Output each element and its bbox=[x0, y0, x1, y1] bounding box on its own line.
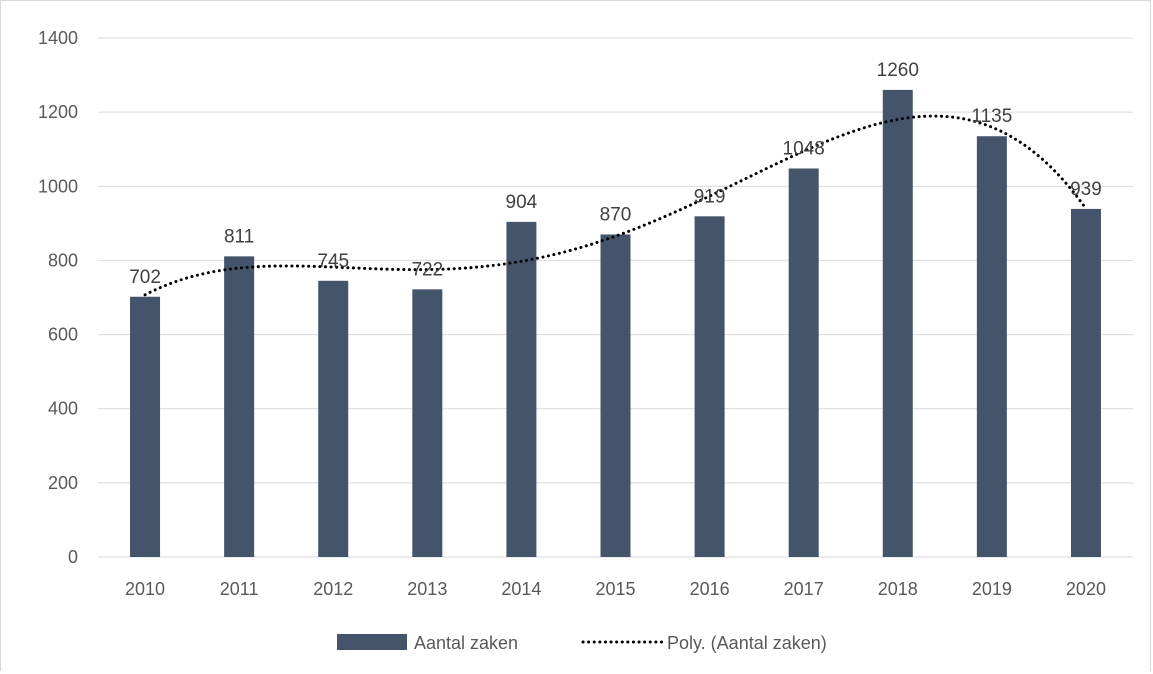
data-label: 919 bbox=[694, 186, 726, 207]
data-labels: 702 811 745 722 904 870 919 1048 1260 1135 939 bbox=[129, 60, 1102, 288]
bar bbox=[224, 256, 255, 557]
y-tick-label: 800 bbox=[48, 250, 78, 270]
y-tick-label: 1200 bbox=[38, 102, 78, 122]
data-label: 1260 bbox=[877, 60, 919, 81]
y-tick-label: 0 bbox=[68, 547, 78, 567]
y-tick-label: 400 bbox=[48, 399, 78, 419]
x-tick-label: 2012 bbox=[313, 579, 353, 599]
x-tick-label: 2011 bbox=[220, 579, 259, 599]
bar bbox=[1070, 208, 1101, 557]
x-tick-label: 2010 bbox=[125, 579, 165, 599]
y-tick-label: 600 bbox=[48, 325, 78, 345]
bars bbox=[130, 89, 1101, 558]
data-label: 811 bbox=[224, 226, 254, 247]
bar bbox=[318, 280, 349, 557]
data-label: 745 bbox=[317, 251, 349, 272]
bar bbox=[788, 168, 819, 557]
legend-trend-label: Poly. (Aantal zaken) bbox=[667, 633, 827, 653]
bar bbox=[600, 234, 631, 557]
x-tick-label: 2016 bbox=[690, 579, 730, 599]
bar bbox=[412, 289, 443, 557]
bar bbox=[976, 136, 1007, 557]
data-label: 939 bbox=[1070, 179, 1102, 200]
legend: Aantal zaken Poly. (Aantal zaken) bbox=[337, 633, 827, 653]
y-axis: 0 200 400 600 800 1000 1200 1400 bbox=[38, 28, 78, 567]
data-label: 904 bbox=[506, 192, 538, 213]
x-tick-label: 2015 bbox=[595, 579, 635, 599]
y-tick-label: 1400 bbox=[38, 28, 78, 48]
legend-bar-label: Aantal zaken bbox=[414, 633, 518, 653]
legend-bar-swatch bbox=[337, 634, 407, 650]
data-label: 702 bbox=[129, 267, 161, 288]
bar bbox=[506, 221, 537, 558]
trendline-path bbox=[143, 114, 1088, 297]
x-tick-label: 2018 bbox=[878, 579, 918, 599]
x-tick-label: 2017 bbox=[784, 579, 824, 599]
x-tick-label: 2013 bbox=[407, 579, 447, 599]
x-tick-label: 2014 bbox=[501, 579, 541, 599]
data-label: 722 bbox=[411, 259, 443, 280]
y-tick-label: 200 bbox=[48, 473, 78, 493]
x-axis: 2010 2011 2012 2013 2014 2015 2016 2017 2018 2019… bbox=[125, 579, 1106, 599]
data-label: 870 bbox=[600, 204, 632, 225]
bar bbox=[882, 89, 913, 558]
x-tick-label: 2020 bbox=[1066, 579, 1106, 599]
x-tick-label: 2019 bbox=[972, 579, 1012, 599]
y-tick-label: 1000 bbox=[38, 176, 78, 196]
data-label: 1048 bbox=[783, 138, 825, 159]
bar bbox=[694, 216, 725, 557]
bar bbox=[130, 296, 161, 557]
trendline bbox=[143, 114, 1088, 297]
data-label: 1135 bbox=[971, 106, 1012, 127]
